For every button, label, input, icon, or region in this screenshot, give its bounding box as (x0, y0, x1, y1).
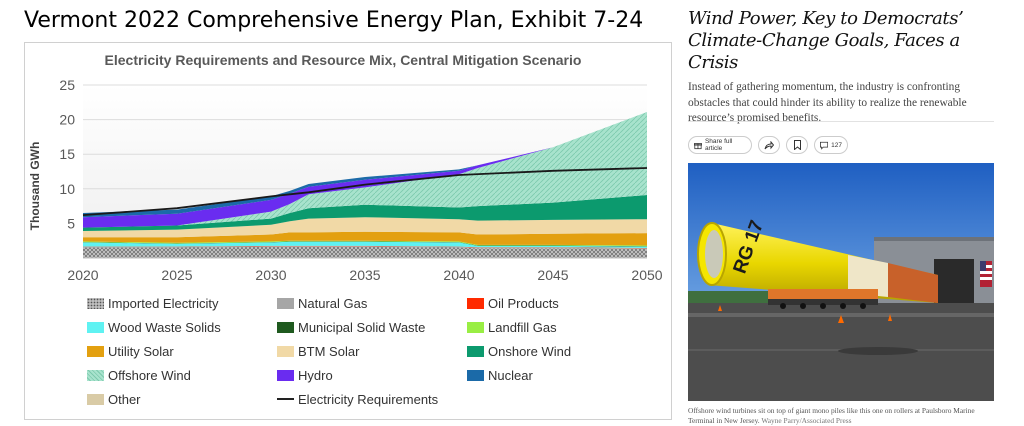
page-heading: Vermont 2022 Comprehensive Energy Plan, … (24, 8, 644, 33)
legend-item: Hydro (277, 365, 333, 385)
article-headline[interactable]: Wind Power, Key to Democrats’ Climate-Ch… (688, 8, 964, 73)
legend-label: Nuclear (488, 367, 533, 383)
legend-item: Other (87, 389, 141, 409)
comments-button[interactable]: 127 (814, 136, 848, 154)
legend-label: Offshore Wind (108, 367, 191, 383)
y-tick-label: 15 (59, 146, 75, 162)
comments-count: 127 (831, 141, 842, 149)
legend-label: Electricity Requirements (298, 391, 439, 407)
area-municipal-solid-waste (83, 241, 647, 247)
stacked-area-chart: Electricity Requirements and Resource Mi… (28, 52, 663, 283)
caption-text: Offshore wind turbines sit on top of gia… (688, 406, 975, 425)
legend-item: Natural Gas (277, 293, 367, 313)
legend-label: Hydro (298, 367, 333, 383)
save-button[interactable] (786, 136, 808, 154)
legend-label: Imported Electricity (108, 295, 219, 311)
legend-swatch (277, 297, 294, 309)
legend-item: Municipal Solid Waste (277, 317, 425, 337)
comment-icon (820, 141, 829, 150)
area-oil-products (83, 245, 647, 249)
y-tick-label: 10 (59, 181, 75, 197)
legend-label: Wood Waste Solids (108, 319, 221, 335)
legend-item: Onshore Wind (467, 341, 571, 361)
x-tick-label: 2025 (161, 267, 192, 283)
legend-swatch (87, 393, 104, 405)
area-hydro (83, 112, 647, 228)
area-offshore-wind (83, 112, 647, 228)
area-wood-waste-solids (83, 241, 647, 248)
legend-swatch (87, 321, 104, 333)
divider (688, 121, 994, 122)
share-full-article-label: Share full article (704, 138, 733, 152)
x-tick-label: 2040 (443, 267, 474, 283)
legend-label: Utility Solar (108, 343, 174, 359)
chart-title: Electricity Requirements and Resource Mi… (105, 52, 582, 68)
article-toolbar: Share full article 127 (688, 132, 854, 158)
article-summary: Instead of gathering momentum, the indus… (688, 81, 967, 124)
legend-label: Oil Products (488, 295, 559, 311)
legend-label: Landfill Gas (488, 319, 557, 335)
x-tick-label: 2050 (631, 267, 662, 283)
legend-label: Natural Gas (298, 295, 368, 311)
legend-item: Oil Products (467, 293, 559, 313)
legend-item: BTM Solar (277, 341, 359, 361)
x-tick-label: 2035 (349, 267, 380, 283)
share-full-article-button[interactable]: Share full article (688, 136, 752, 154)
x-tick-label: 2030 (255, 267, 286, 283)
chart-panel: Electricity Requirements and Resource Mi… (24, 42, 672, 420)
legend-swatch (87, 345, 104, 357)
line-electricity-requirements (82, 167, 648, 216)
share-arrow-icon (764, 140, 774, 149)
legend-swatch (87, 297, 104, 309)
photo-credit: Wayne Parry/Associated Press (761, 416, 852, 425)
legend-label: BTM Solar (298, 343, 360, 359)
area-utility-solar (83, 231, 647, 246)
legend-item: Utility Solar (87, 341, 174, 361)
y-tick-label: 20 (59, 112, 75, 128)
area-onshore-wind (83, 195, 647, 231)
legend-item: Nuclear (467, 365, 533, 385)
bookmark-icon (793, 140, 801, 150)
area-landfill-gas (83, 240, 647, 247)
share-button[interactable] (758, 136, 780, 154)
x-tick-label: 2020 (67, 267, 98, 283)
area-btm-solar (83, 217, 647, 238)
y-tick-label: 5 (67, 215, 75, 231)
gift-icon (694, 142, 702, 149)
legend-item: Electricity Requirements (277, 389, 438, 409)
legend-swatch (467, 321, 484, 333)
legend-swatch (467, 345, 484, 357)
y-axis-label: Thousand GWh (28, 142, 42, 231)
area-imported-electricity (83, 246, 647, 258)
news-article: Wind Power, Key to Democrats’ Climate-Ch… (688, 8, 998, 425)
legend-label: Other (108, 391, 141, 407)
legend-swatch (467, 369, 484, 381)
legend-swatch (467, 297, 484, 309)
legend-label: Onshore Wind (488, 343, 572, 359)
article-photo: RG 17 (688, 163, 994, 401)
legend-swatch (87, 369, 104, 381)
legend-swatch (277, 345, 294, 357)
legend-swatch (277, 321, 294, 333)
legend-label: Municipal Solid Waste (298, 319, 426, 335)
y-tick-label: 25 (59, 77, 75, 93)
legend-item: Offshore Wind (87, 365, 191, 385)
photo-caption: Offshore wind turbines sit on top of gia… (688, 406, 994, 426)
x-tick-label: 2045 (537, 267, 568, 283)
legend-swatch (277, 369, 294, 381)
legend-item: Wood Waste Solids (87, 317, 221, 337)
legend-line-swatch (277, 398, 294, 400)
area-natural-gas (83, 246, 647, 249)
legend-item: Landfill Gas (467, 317, 557, 337)
chart-legend: Imported Electricity Natural Gas Oil Produ… (87, 293, 667, 413)
legend-item: Imported Electricity (87, 293, 219, 313)
